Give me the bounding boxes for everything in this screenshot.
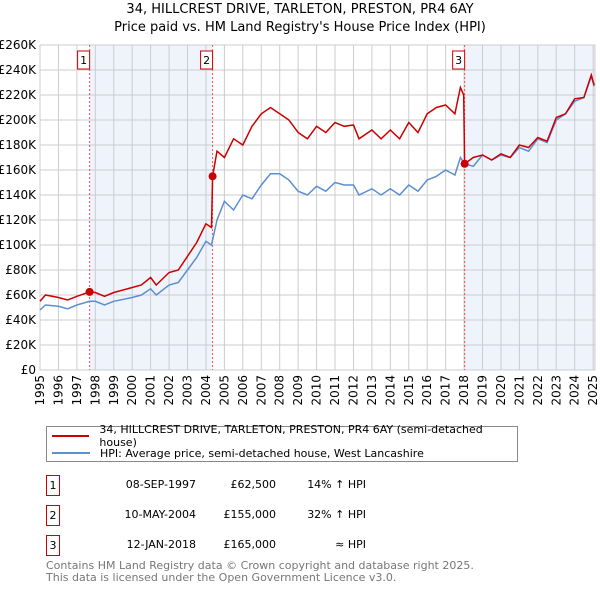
- line-chart: £0 £20K £40K £60K £80K £100K £120K £140K £160K £1…: [0, 38, 600, 406]
- y-tick-label: £20K: [5, 338, 37, 352]
- x-tick-label: 2005: [217, 375, 231, 406]
- x-tick-label: 2012: [346, 375, 360, 406]
- x-tick-label: 2010: [310, 375, 324, 406]
- footer-copyright: Contains HM Land Registry data © Crown c…: [46, 559, 474, 572]
- x-tick-label: 2007: [254, 375, 268, 406]
- legend: 34, HILLCREST DRIVE, TARLETON, PRESTON, …: [46, 423, 518, 462]
- x-tick-label: 2000: [125, 375, 139, 406]
- footer-licence: This data is licensed under the Open Gov…: [46, 571, 397, 584]
- y-tick-label: £60K: [5, 288, 37, 302]
- y-tick-label: £180K: [0, 138, 37, 152]
- sale-price: £155,000: [223, 508, 277, 521]
- legend-item-hpi: HPI: Average price, semi-detached house,…: [47, 445, 424, 461]
- legend-label: 34, HILLCREST DRIVE, TARLETON, PRESTON, …: [99, 423, 483, 449]
- sale-hpi-diff: ≈ HPI: [335, 538, 366, 551]
- shaded-period-3: [464, 45, 595, 370]
- sale-date: 08-SEP-1997: [125, 478, 196, 491]
- sale-marker-badge: 2: [46, 505, 60, 526]
- x-tick-label: 2001: [144, 375, 158, 406]
- x-tick-label: 1997: [70, 375, 84, 406]
- legend-label: HPI: Average price, semi-detached house,…: [100, 446, 424, 460]
- y-tick-label: £140K: [0, 188, 37, 202]
- y-tick-label: £100K: [0, 238, 37, 252]
- sale-hpi-diff: 32% ↑ HPI: [307, 508, 366, 521]
- y-tick-label: £160K: [0, 163, 37, 177]
- x-tick-label: 1995: [33, 375, 47, 406]
- property-price-line: [39, 72, 595, 302]
- sale-label: 1: [80, 54, 87, 67]
- sale-marker-badge: 1: [46, 475, 60, 496]
- sale-label-box: [452, 50, 466, 70]
- x-tick-label: 1996: [51, 375, 65, 406]
- sale-hpi-diff: 14% ↑ HPI: [307, 478, 366, 491]
- x-tick-label: 2021: [512, 375, 526, 406]
- x-tick-label: 2008: [273, 375, 287, 406]
- x-tick-label: 2019: [476, 375, 490, 406]
- sale-date: 10-MAY-2004: [124, 508, 196, 521]
- sale-label: 3: [455, 54, 462, 67]
- sale-point: [85, 287, 94, 296]
- x-tick-label: 2002: [162, 375, 176, 406]
- legend-item-property: 34, HILLCREST DRIVE, TARLETON, PRESTON, …: [47, 423, 517, 449]
- x-tick-label: 2016: [420, 375, 434, 406]
- sale-label-box: [77, 50, 91, 70]
- sale-price: £165,000: [223, 538, 277, 551]
- legend-swatch-red: [52, 435, 90, 437]
- x-tick-label: 1999: [107, 375, 121, 406]
- y-tick-label: £260K: [0, 38, 37, 52]
- y-tick-label: £220K: [0, 88, 37, 102]
- x-tick-label: 2024: [568, 375, 582, 406]
- x-tick-label: 2004: [199, 375, 213, 406]
- x-tick-label: 2009: [291, 375, 305, 406]
- x-tick-label: 2014: [383, 375, 397, 406]
- y-tick-label: £80K: [5, 263, 37, 277]
- x-tick-label: 2018: [457, 375, 471, 406]
- sale-date: 12-JAN-2018: [126, 538, 196, 551]
- y-tick-label: £120K: [0, 213, 37, 227]
- chart-title: 34, HILLCREST DRIVE, TARLETON, PRESTON, …: [126, 2, 474, 17]
- sale-point: [460, 159, 469, 168]
- sale-point: [208, 172, 217, 181]
- x-tick-label: 2011: [328, 375, 342, 406]
- x-tick-label: 2025: [586, 375, 600, 406]
- x-tick-label: 2023: [549, 375, 563, 406]
- sale-marker-badge: 3: [46, 535, 60, 556]
- x-tick-label: 2022: [531, 375, 545, 406]
- x-tick-label: 1998: [88, 375, 102, 406]
- y-tick-label: £200K: [0, 113, 37, 127]
- x-tick-label: 2015: [402, 375, 416, 406]
- x-tick-label: 2006: [236, 375, 250, 406]
- sale-price: £62,500: [230, 478, 277, 491]
- sale-label-box: [200, 50, 214, 70]
- y-tick-label: £0: [21, 363, 36, 377]
- x-tick-label: 2020: [494, 375, 508, 406]
- plot-border: [39, 44, 596, 371]
- x-tick-label: 2003: [181, 375, 195, 406]
- x-tick-label: 2013: [365, 375, 379, 406]
- y-tick-label: £40K: [5, 313, 37, 327]
- x-tick-label: 2017: [439, 375, 453, 406]
- chart-subtitle: Price paid vs. HM Land Registry's House …: [114, 20, 486, 35]
- y-tick-label: £240K: [0, 63, 37, 77]
- sale-label: 2: [203, 54, 210, 67]
- legend-swatch-blue: [52, 452, 90, 454]
